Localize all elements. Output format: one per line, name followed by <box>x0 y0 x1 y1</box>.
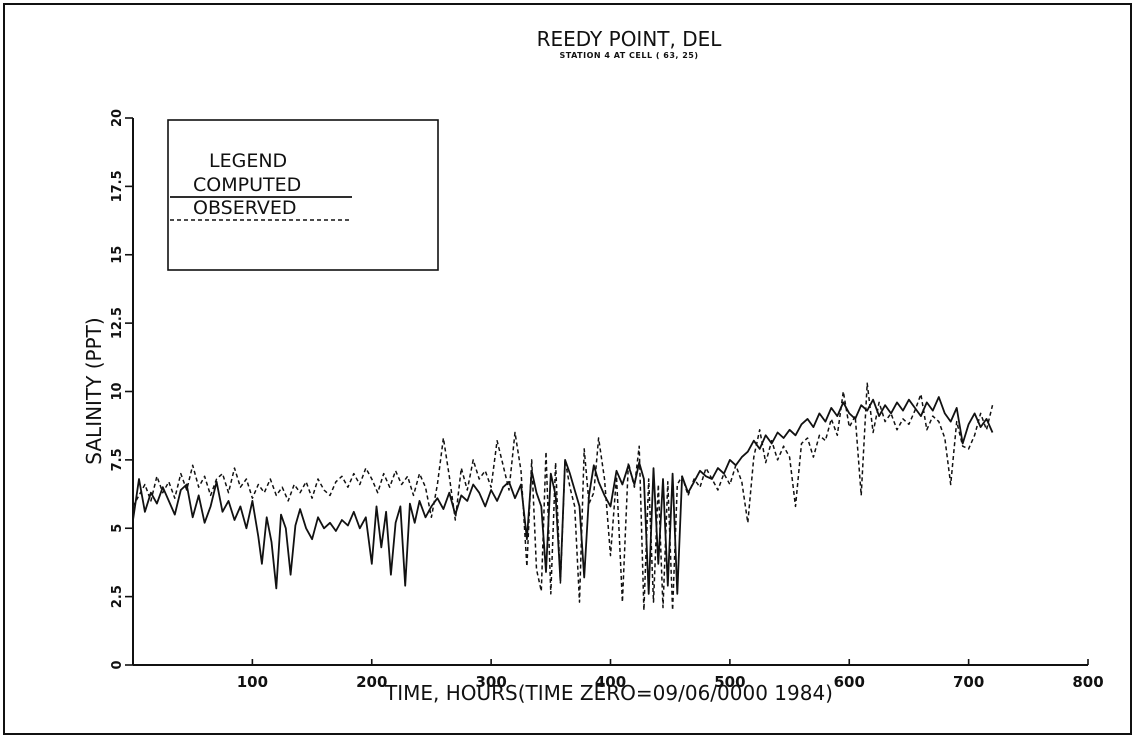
x-tick-label: 200 <box>356 673 387 691</box>
series-computed-line <box>132 396 994 595</box>
x-tick-label: 700 <box>953 673 984 691</box>
y-tick-label: 2.5 <box>110 585 125 608</box>
y-tick-label: 12.5 <box>110 307 125 339</box>
x-ticks: 100 200 300 400 500 600 700 800 <box>237 659 1104 691</box>
legend: LEGEND COMPUTED OBSERVED <box>167 119 439 271</box>
chart-title: REEDY POINT, DEL <box>537 27 723 51</box>
legend-box <box>167 119 439 271</box>
x-tick-label: 600 <box>834 673 865 691</box>
y-tick-label: 17.5 <box>110 170 125 202</box>
chart-subtitle: STATION 4 AT CELL ( 63, 25) <box>559 51 698 60</box>
x-tick-label: 300 <box>475 673 506 691</box>
x-tick-label: 500 <box>714 673 745 691</box>
x-tick-label: 800 <box>1072 673 1103 691</box>
x-axis-label: TIME, HOURS(TIME ZERO=09/06/0000 1984) <box>384 681 833 705</box>
legend-entry-observed: OBSERVED <box>193 197 297 219</box>
y-tick-label: 10 <box>110 382 125 400</box>
legend-entry-computed: COMPUTED <box>193 174 301 196</box>
y-ticks: 0 2.5 5 7.5 10 12.5 15 17.5 20 <box>110 109 133 670</box>
x-tick-label: 100 <box>237 673 268 691</box>
y-tick-label: 5 <box>110 524 125 533</box>
y-tick-label: 20 <box>110 109 125 127</box>
series-observed-line <box>132 382 994 612</box>
series-layer <box>132 382 994 612</box>
y-tick-label: 7.5 <box>110 448 125 471</box>
figure-frame <box>3 3 1132 735</box>
y-axis-label: SALINITY (PPT) <box>82 317 106 464</box>
y-tick-label: 0 <box>110 660 125 669</box>
legend-title: LEGEND <box>209 150 287 172</box>
x-tick-label: 400 <box>595 673 626 691</box>
y-tick-label: 15 <box>110 246 125 264</box>
